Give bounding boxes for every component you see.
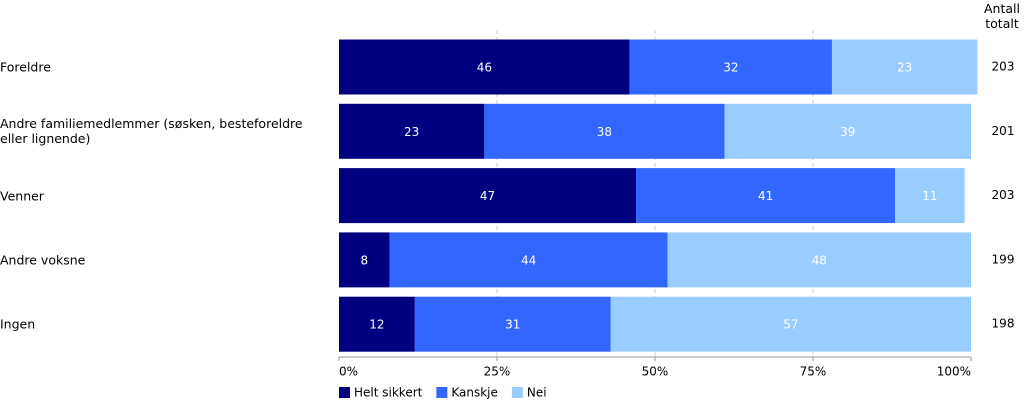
bar-segment bbox=[339, 168, 637, 224]
value-label: 31 bbox=[505, 318, 520, 332]
legend-swatch bbox=[436, 387, 448, 398]
value-label: 57 bbox=[783, 318, 798, 332]
x-tick-label: 25% bbox=[484, 365, 511, 379]
bar-segment bbox=[339, 232, 390, 288]
value-label: 39 bbox=[840, 125, 855, 139]
value-label: 11 bbox=[922, 189, 937, 203]
bar-segment bbox=[667, 232, 971, 288]
totals-title: Antall totalt bbox=[984, 1, 1020, 31]
bar-segment bbox=[636, 168, 896, 224]
x-tick-label: 100% bbox=[937, 365, 971, 379]
total-label: 203 bbox=[992, 188, 1015, 202]
x-tick-label: 0% bbox=[339, 365, 358, 379]
bar-segment bbox=[895, 168, 965, 224]
total-label: 199 bbox=[992, 252, 1015, 266]
value-label: 23 bbox=[404, 125, 419, 139]
value-label: 48 bbox=[812, 253, 827, 267]
value-label: 46 bbox=[477, 61, 492, 75]
bar-segment bbox=[831, 39, 978, 95]
x-tick-label: 75% bbox=[800, 365, 827, 379]
total-label: 203 bbox=[992, 60, 1015, 74]
value-label: 12 bbox=[369, 318, 384, 332]
category-label: Ingen bbox=[0, 316, 36, 332]
bar-segment bbox=[339, 296, 415, 352]
legend-label: Kanskje bbox=[451, 386, 498, 400]
value-label: 41 bbox=[758, 189, 773, 203]
category-label: Foreldre bbox=[0, 59, 51, 75]
category-label: Andre familiemedlemmer (søsken, bestefor… bbox=[0, 116, 303, 147]
bar-segment bbox=[724, 103, 971, 159]
total-label: 201 bbox=[992, 124, 1015, 138]
bar-segment bbox=[339, 103, 485, 159]
value-label: 8 bbox=[360, 253, 368, 267]
category-label: Andre voksne bbox=[0, 252, 86, 268]
bar-segment bbox=[339, 39, 630, 95]
bar-segment bbox=[414, 296, 611, 352]
value-label: 44 bbox=[521, 253, 536, 267]
value-label: 32 bbox=[723, 61, 738, 75]
x-tick-label: 50% bbox=[642, 365, 669, 379]
bar-segment bbox=[389, 232, 668, 288]
category-label: Venner bbox=[0, 188, 44, 204]
total-label: 198 bbox=[992, 317, 1015, 331]
bar-segment bbox=[484, 103, 725, 159]
value-label: 23 bbox=[897, 61, 912, 75]
bar-segment bbox=[629, 39, 832, 95]
bar-segment bbox=[610, 296, 971, 352]
legend-swatch bbox=[339, 387, 350, 398]
legend-label: Helt sikkert bbox=[354, 386, 423, 400]
value-label: 47 bbox=[480, 189, 495, 203]
legend-swatch bbox=[511, 387, 523, 398]
legend-label: Nei bbox=[527, 386, 547, 400]
value-label: 38 bbox=[597, 125, 612, 139]
